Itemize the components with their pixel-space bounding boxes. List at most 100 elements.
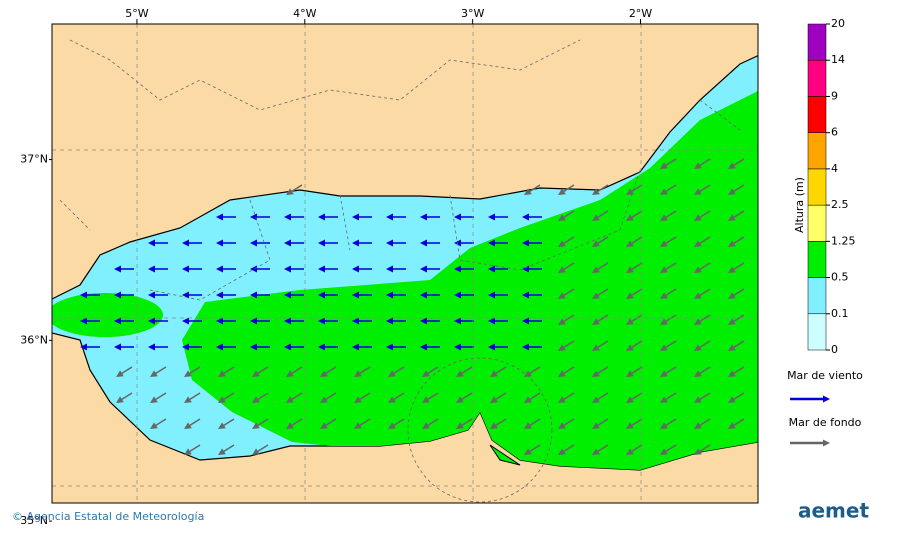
arrow-head	[352, 239, 359, 247]
arrow-head	[150, 396, 158, 403]
arrow-head	[454, 343, 461, 351]
arrow-head	[490, 422, 498, 429]
colorbar-label: 6	[831, 126, 838, 139]
arrow-head	[454, 317, 461, 325]
colorbar-segment	[807, 204, 827, 242]
arrow-head	[660, 292, 668, 299]
arrow-head	[626, 396, 634, 403]
arrow-head	[386, 239, 393, 247]
colorbar-segment	[807, 168, 827, 206]
arrow-head	[728, 370, 736, 377]
arrow-head	[284, 343, 291, 351]
arrow-head	[184, 422, 192, 429]
arrow-head	[184, 396, 192, 403]
arrow-head	[320, 396, 328, 403]
arrow-head	[558, 240, 566, 247]
arrow-head	[522, 213, 529, 221]
arrow-head	[592, 370, 600, 377]
arrow-head	[182, 343, 189, 351]
arrow-head	[114, 343, 121, 351]
arrow-head	[592, 266, 600, 273]
arrow-head	[388, 422, 396, 429]
arrow-head	[524, 396, 532, 403]
arrow-head	[420, 343, 427, 351]
arrow-head	[728, 318, 736, 325]
arrow-head	[386, 265, 393, 273]
arrow-head	[388, 396, 396, 403]
arrow-head	[148, 343, 155, 351]
arrow-head	[250, 213, 257, 221]
arrow-head	[420, 239, 427, 247]
arrow-head	[116, 396, 124, 403]
arrow-head	[490, 370, 498, 377]
arrow-head	[318, 265, 325, 273]
lat-label: 37°N	[20, 153, 48, 166]
arrow-head	[352, 291, 359, 299]
map-frame	[51, 23, 759, 504]
arrow-head	[420, 317, 427, 325]
arrow-head	[114, 265, 121, 273]
arrow-head	[728, 422, 736, 429]
arrow-head	[558, 448, 566, 455]
arrow-head	[148, 291, 155, 299]
arrow-head	[352, 317, 359, 325]
arrow-head	[216, 317, 223, 325]
arrow-head	[522, 239, 529, 247]
arrow-head	[456, 396, 464, 403]
arrow-head	[558, 292, 566, 299]
arrow-head	[558, 396, 566, 403]
colorbar-segment	[807, 23, 827, 61]
arrow-head	[182, 239, 189, 247]
arrow-head	[420, 265, 427, 273]
arrow-head	[454, 265, 461, 273]
arrow-head	[386, 317, 393, 325]
arrow-head	[524, 370, 532, 377]
arrow-head	[284, 265, 291, 273]
arrow-head	[626, 240, 634, 247]
colorbar-label: 1.25	[831, 234, 856, 247]
arrow-head	[626, 266, 634, 273]
arrow-head	[218, 422, 226, 429]
arrow-head	[454, 213, 461, 221]
arrow-head	[284, 291, 291, 299]
arrow-head	[626, 214, 634, 221]
arrow-head	[354, 422, 362, 429]
colorbar-label: 4	[831, 162, 838, 175]
arrow-head	[592, 396, 600, 403]
colorbar-label: 14	[831, 53, 845, 66]
arrow-head	[728, 292, 736, 299]
arrow-head	[250, 343, 257, 351]
arrow-head	[250, 317, 257, 325]
colorbar-label: 0	[831, 343, 838, 356]
arrow-head	[286, 396, 294, 403]
arrow-head	[728, 344, 736, 351]
arrow-head	[80, 317, 87, 325]
arrow-head	[488, 317, 495, 325]
arrow-head	[728, 188, 736, 195]
arrow-head	[352, 265, 359, 273]
colorbar-label: 0.5	[831, 271, 849, 284]
arrow-head	[728, 162, 736, 169]
arrow-head	[524, 448, 532, 455]
colorbar-segment	[807, 277, 827, 315]
arrow-head	[318, 343, 325, 351]
arrow-head	[522, 343, 529, 351]
arrow-head	[592, 292, 600, 299]
arrow-head	[524, 422, 532, 429]
lon-label: 2°W	[629, 7, 652, 20]
arrow-head	[694, 370, 702, 377]
arrow-head	[592, 448, 600, 455]
arrow-head	[352, 213, 359, 221]
arrow-head	[694, 422, 702, 429]
colorbar-segment	[807, 96, 827, 133]
arrow-head	[592, 318, 600, 325]
arrow-head	[422, 422, 430, 429]
arrow-head	[352, 343, 359, 351]
arrow-head	[660, 214, 668, 221]
arrow-head	[728, 214, 736, 221]
arrow-head	[216, 239, 223, 247]
arrow-head	[182, 317, 189, 325]
arrow-head	[252, 448, 260, 455]
arrow-head	[420, 291, 427, 299]
